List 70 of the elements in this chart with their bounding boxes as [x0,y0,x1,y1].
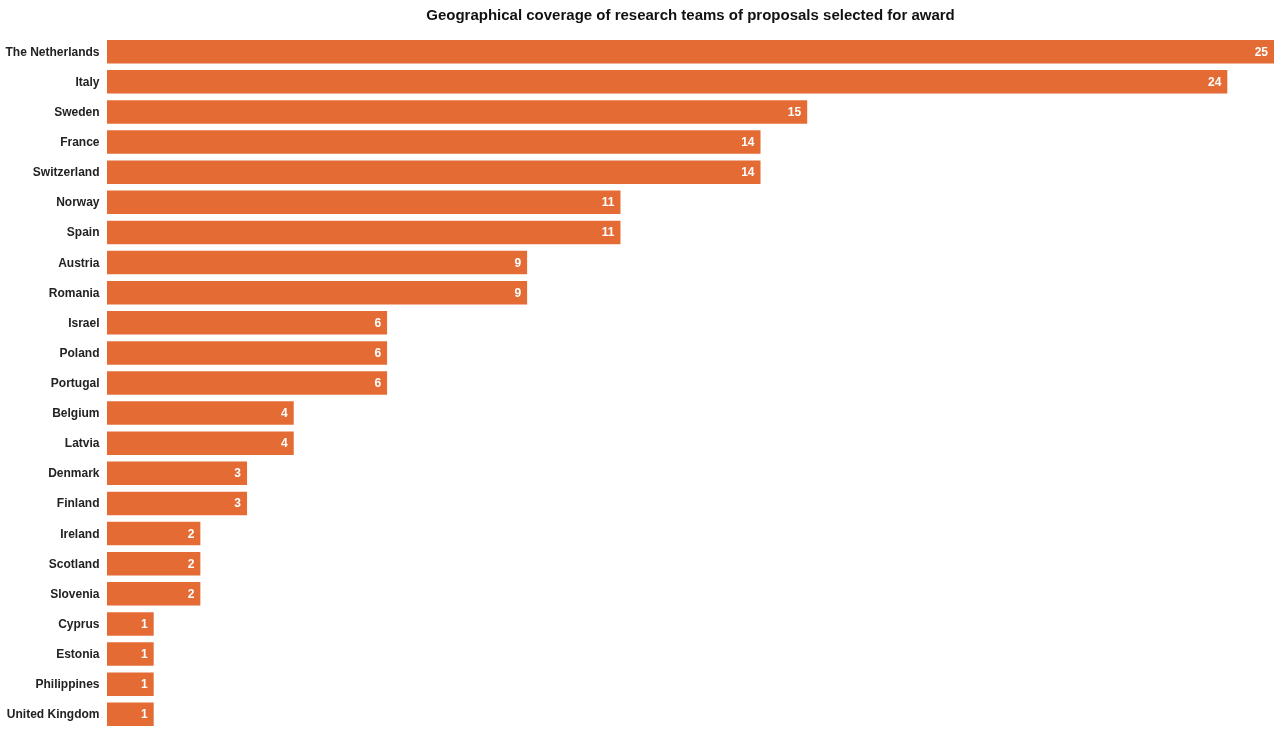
y-tick-label: Belgium [52,406,100,421]
y-tick-label: Switzerland [32,165,100,180]
bar [107,100,808,124]
bar [107,521,201,546]
data-label: 11 [601,225,615,240]
bar [107,311,388,335]
bar [107,642,154,666]
chart-title: Geographical coverage of research teams of proposals selected for award [426,6,955,23]
bar [107,371,388,395]
bar [107,461,248,486]
y-tick-label: Poland [59,345,100,360]
bar [107,280,528,305]
data-label: 3 [234,466,242,481]
data-label: 9 [514,285,522,300]
bar [107,220,621,245]
y-tick-label: Latvia [64,436,100,451]
data-label: 25 [1254,44,1269,59]
bar [107,190,621,215]
y-tick-label: Slovenia [50,586,100,601]
y-tick-label: Estonia [56,647,100,662]
data-label: 6 [374,345,382,360]
y-tick-label: Israel [68,315,100,330]
data-label: 1 [140,647,148,662]
bar [107,431,294,455]
data-label: 6 [374,315,382,330]
y-tick-label: Romania [48,285,100,300]
bar [107,702,154,726]
y-tick-label: Italy [75,74,100,89]
data-label: 2 [187,526,195,541]
bar [107,551,201,576]
y-tick-label: Finland [56,496,100,511]
y-tick-label: Norway [56,195,100,210]
y-tick-label: Sweden [54,104,100,119]
data-label: 4 [281,436,289,451]
y-tick-label: Ireland [60,526,100,541]
y-tick-label: Portugal [50,376,100,390]
y-tick-label: Austria [58,255,100,270]
data-label: 15 [787,104,802,119]
bar [107,612,154,636]
bar [107,491,248,516]
data-label: 1 [140,677,148,692]
data-label: 14 [741,165,755,180]
y-tick-label: The Netherlands [5,44,100,59]
data-label: 2 [187,586,195,601]
bar [107,70,1228,94]
data-label: 11 [601,195,615,210]
bar [107,672,154,696]
data-label: 9 [514,255,522,270]
data-label: 3 [234,496,242,511]
y-tick-label: Denmark [48,466,100,481]
y-tick-label: Spain [66,225,100,240]
y-tick-label: Scotland [48,556,100,571]
data-label: 4 [281,406,289,421]
data-label: 2 [187,556,195,571]
data-label: 1 [140,616,148,631]
y-tick-label: Cyprus [58,616,100,631]
data-label: 24 [1207,74,1222,89]
y-tick-label: Philippines [35,677,100,692]
bar [107,160,761,184]
bar [107,250,528,275]
data-label: 14 [741,135,755,150]
bar [107,582,201,606]
y-tick-label: France [60,135,100,150]
bar [107,341,388,365]
bar [107,401,294,425]
data-label: 6 [374,376,382,390]
data-label: 1 [140,707,148,722]
bar [107,130,761,154]
bar [107,40,1274,64]
y-tick-label: United Kingdom [6,707,100,722]
